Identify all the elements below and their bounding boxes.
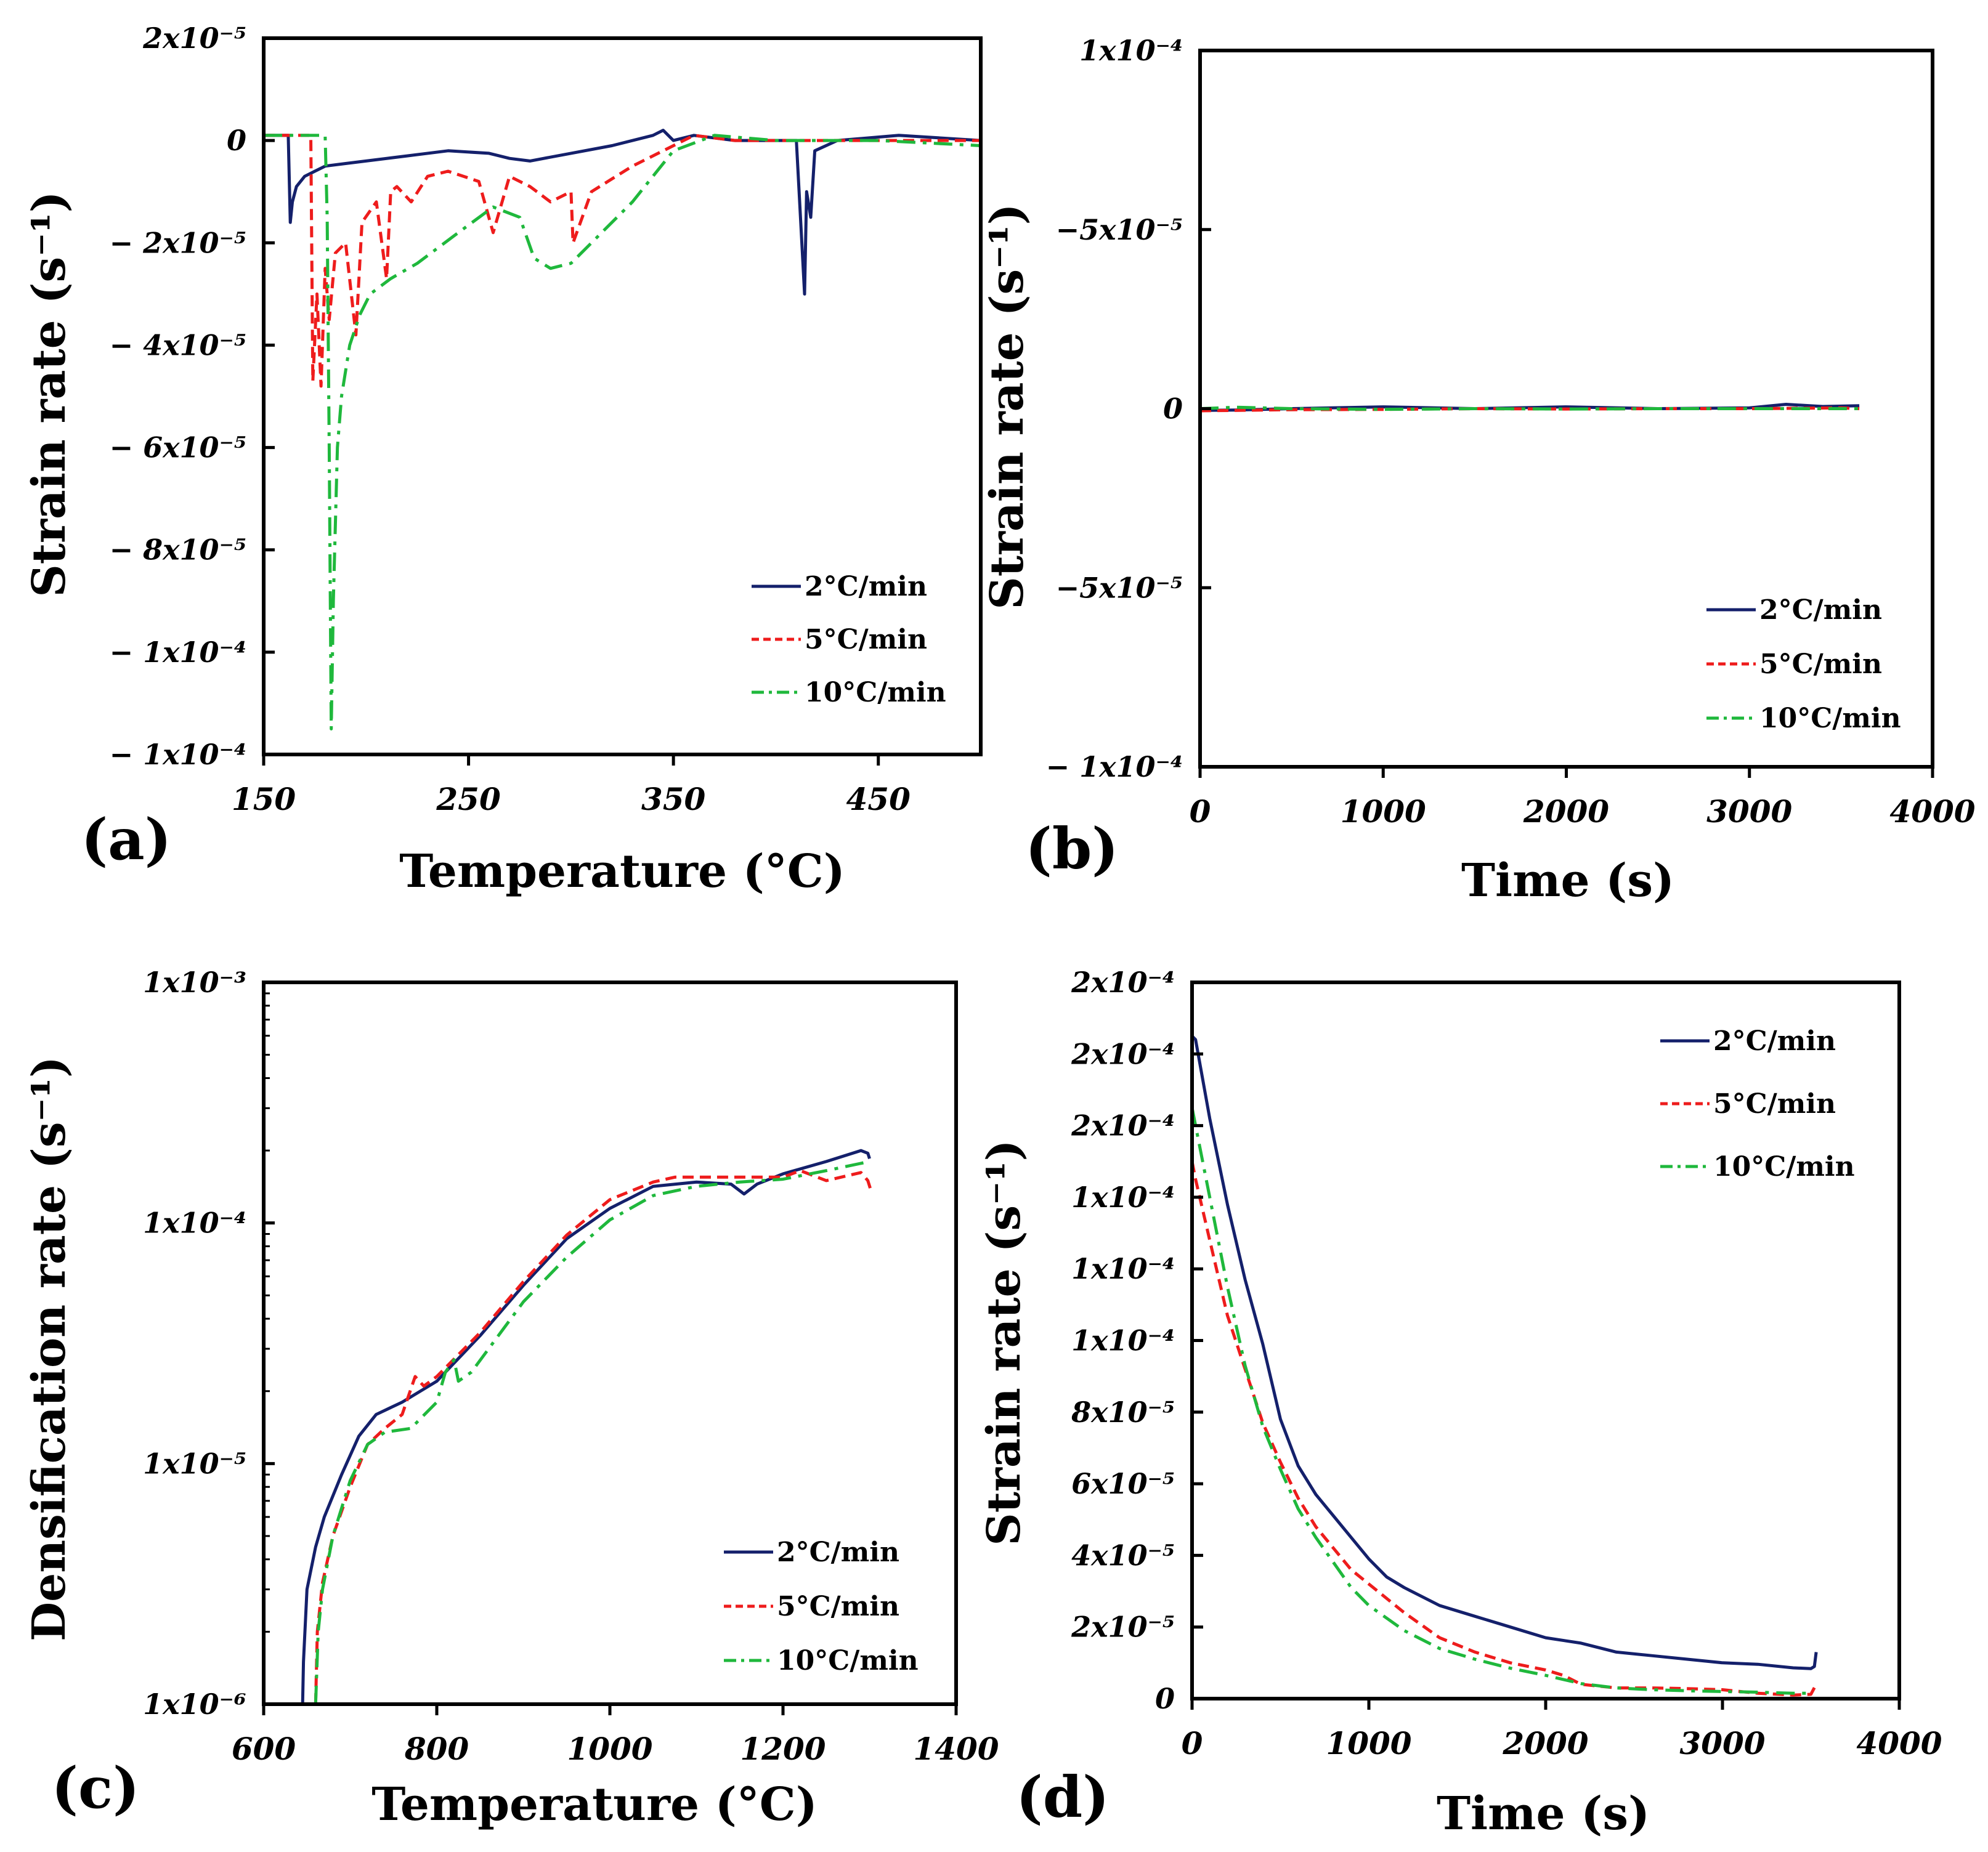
series-line-10c-min xyxy=(1200,405,1860,411)
y-axis-title: Densification rate (s⁻¹) xyxy=(23,1056,76,1641)
panel-label: (c) xyxy=(51,1755,139,1821)
y-axis-title: Strain rate (s⁻¹) xyxy=(23,191,76,597)
series-line-2c-min xyxy=(264,129,981,296)
y-tick-label: 1x10⁻⁴ xyxy=(1071,1324,1175,1357)
y-tick-label: − 6x10⁻⁵ xyxy=(110,431,246,464)
y-tick-label: 2x10⁻⁵ xyxy=(142,22,246,55)
x-tick-label: 250 xyxy=(436,781,501,817)
x-tick-label: 2000 xyxy=(1523,793,1609,830)
y-tick-label: 1x10⁻⁵ xyxy=(143,1447,246,1480)
x-tick-label: 1000 xyxy=(1326,1725,1411,1761)
y-tick-label: 0 xyxy=(1155,1682,1175,1715)
panel-label: (d) xyxy=(1016,1764,1109,1830)
x-axis-title: Time (s) xyxy=(1461,854,1674,907)
legend-label: 10°C/min xyxy=(805,677,946,708)
series-line-10c-min xyxy=(264,134,981,730)
x-tick-label: 350 xyxy=(641,781,706,817)
panel-label: (b) xyxy=(1025,815,1118,882)
y-axis-title: Strain rate (s⁻¹) xyxy=(978,1139,1031,1545)
y-tick-label: − 2x10⁻⁵ xyxy=(110,226,246,259)
y-tick-label: 1x10⁻⁴ xyxy=(1071,1252,1175,1285)
y-tick-label: − 4x10⁻⁵ xyxy=(110,328,246,362)
y-tick-label: − 1x10⁻⁴ xyxy=(110,738,246,771)
series-line-10c-min xyxy=(1192,1107,1811,1695)
x-tick-label: 1200 xyxy=(740,1731,826,1767)
y-tick-label: 2x10⁻⁴ xyxy=(1071,1109,1175,1142)
x-tick-label: 0 xyxy=(1190,793,1211,830)
series-line-2c-min xyxy=(301,1149,871,1704)
x-axis-title: Temperature (°C) xyxy=(371,1778,817,1831)
y-tick-label: 1x10⁻³ xyxy=(143,966,246,999)
panel-d: 0 2x10⁻⁵ 4x10⁻⁵ 6x10⁻⁵ 8x10⁻⁵ 1x10⁻⁴ 1x10⁻⁴ 1x1… xyxy=(978,966,1942,1840)
x-tick-label: 4000 xyxy=(1856,1725,1942,1761)
x-tick-label: 0 xyxy=(1182,1725,1203,1761)
series-line-5c-min xyxy=(314,1169,873,1704)
series-line-2c-min xyxy=(1192,1035,1818,1670)
legend-label: 5°C/min xyxy=(805,624,927,655)
legend-label: 2°C/min xyxy=(1759,594,1882,626)
y-tick-label: 1x10⁻⁴ xyxy=(1071,1181,1175,1214)
legend-label: 2°C/min xyxy=(805,571,927,602)
x-tick-label: 1000 xyxy=(567,1731,652,1767)
legend-label: 5°C/min xyxy=(1759,649,1882,680)
legend-label: 10°C/min xyxy=(1713,1151,1855,1183)
y-tick-label: − 1x10⁻⁴ xyxy=(1046,750,1183,783)
x-tick-label: 2000 xyxy=(1502,1725,1588,1761)
y-tick-label: − 8x10⁻⁵ xyxy=(110,533,246,567)
y-tick-label: −5x10⁻⁵ xyxy=(1056,213,1183,246)
y-tick-label: −5x10⁻⁵ xyxy=(1056,571,1183,604)
x-tick-label: 1400 xyxy=(913,1731,999,1767)
y-tick-label: 4x10⁻⁵ xyxy=(1071,1539,1175,1572)
x-tick-label: 3000 xyxy=(1679,1725,1765,1761)
y-tick-label: 2x10⁻⁴ xyxy=(1071,1037,1175,1070)
legend-label: 5°C/min xyxy=(777,1591,899,1622)
y-tick-label: 8x10⁻⁵ xyxy=(1071,1396,1175,1429)
x-axis-title: Temperature (°C) xyxy=(399,845,845,898)
panel-c: 1x10⁻³ 1x10⁻⁴ 1x10⁻⁵ 1x10⁻⁶ 600 800 1000 1200 14… xyxy=(23,966,999,1831)
series-line-5c-min xyxy=(1192,1161,1818,1697)
y-tick-label: 2x10⁻⁵ xyxy=(1071,1611,1175,1644)
legend-label: 5°C/min xyxy=(1713,1088,1836,1120)
y-tick-label: 6x10⁻⁵ xyxy=(1071,1467,1175,1500)
legend-label: 2°C/min xyxy=(777,1537,899,1568)
series-line-10c-min xyxy=(314,1160,870,1704)
y-tick-label: 0 xyxy=(227,124,246,157)
x-tick-label: 600 xyxy=(232,1731,296,1767)
y-tick-label: − 1x10⁻⁴ xyxy=(110,636,246,669)
x-tick-label: 450 xyxy=(846,781,911,817)
y-tick-label: 1x10⁻⁴ xyxy=(1079,34,1183,67)
y-tick-label: 1x10⁻⁶ xyxy=(143,1688,246,1721)
x-axis-title: Time (s) xyxy=(1437,1787,1650,1840)
y-tick-label: 2x10⁻⁴ xyxy=(1071,966,1175,999)
x-tick-label: 3000 xyxy=(1706,793,1792,830)
y-tick-label: 1x10⁻⁴ xyxy=(143,1207,246,1240)
series-line-5c-min xyxy=(264,134,981,388)
x-tick-label: 4000 xyxy=(1889,793,1975,830)
x-tick-label: 150 xyxy=(232,781,296,817)
panel-b: 1x10⁻⁴−5x10⁻⁵0−5x10⁻⁵− 1x10⁻⁴0 1000 2000 30… xyxy=(981,34,1976,907)
x-tick-label: 800 xyxy=(404,1731,469,1767)
y-tick-label: 0 xyxy=(1163,392,1183,426)
legend-label: 2°C/min xyxy=(1713,1025,1836,1057)
y-axis-title: Strain rate (s⁻¹) xyxy=(981,203,1034,609)
legend-label: 10°C/min xyxy=(1759,703,1901,734)
plot-frame xyxy=(262,36,983,756)
panel-label: (a) xyxy=(81,806,172,873)
x-tick-label: 1000 xyxy=(1341,793,1426,830)
panel-a: 2x10⁻⁵ 0 − 2x10⁻⁵ − 4x10⁻⁵ − 6x10⁻⁵ − 8x10⁻⁵ −… xyxy=(23,22,983,898)
legend-label: 10°C/min xyxy=(777,1645,919,1676)
